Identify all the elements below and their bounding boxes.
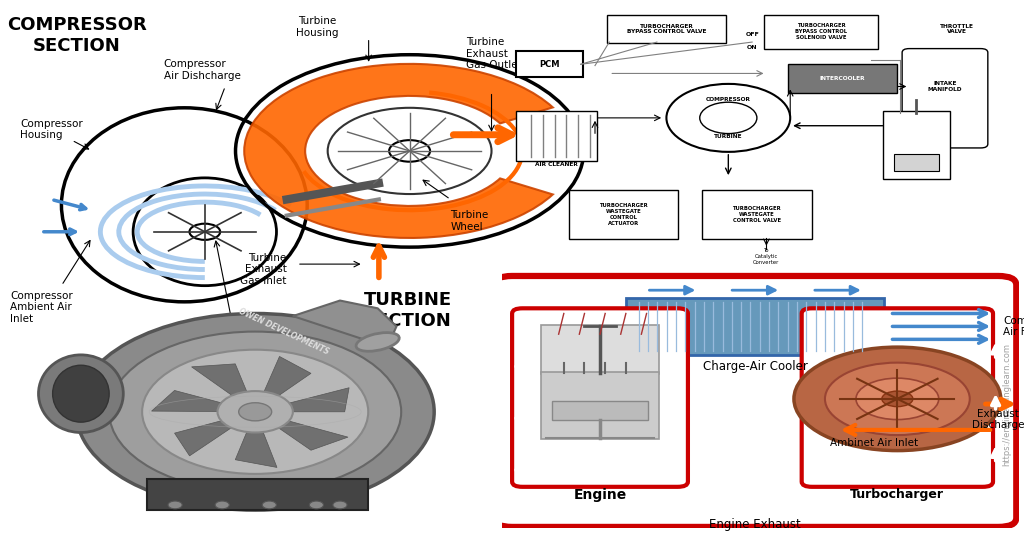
Text: To
Catalytic
Converter: To Catalytic Converter	[754, 248, 779, 265]
Ellipse shape	[52, 365, 110, 422]
Text: AIR CLEANER: AIR CLEANER	[536, 162, 579, 168]
Text: COMPRESSOR
SECTION: COMPRESSOR SECTION	[7, 16, 146, 55]
Circle shape	[168, 501, 182, 509]
Text: Compressed
Air Flow: Compressed Air Flow	[1004, 316, 1024, 337]
Text: TURBOCHARGER
WASTEGATE
CONTROL VALVE: TURBOCHARGER WASTEGATE CONTROL VALVE	[732, 206, 781, 223]
Circle shape	[794, 347, 1000, 451]
Text: INTERCOOLER: INTERCOOLER	[820, 76, 865, 81]
Polygon shape	[191, 364, 255, 412]
Polygon shape	[293, 301, 396, 347]
Text: TURBOCHARGER
WASTEGATE
CONTROL
ACTUATOR: TURBOCHARGER WASTEGATE CONTROL ACTUATOR	[599, 203, 648, 226]
FancyBboxPatch shape	[802, 308, 993, 487]
Text: TURBOCHARGER
BYPASS CONTROL
SOLENOID VALVE: TURBOCHARGER BYPASS CONTROL SOLENOID VAL…	[795, 23, 847, 40]
Circle shape	[217, 391, 293, 432]
Text: Turbocharger: Turbocharger	[850, 488, 944, 501]
Polygon shape	[174, 412, 255, 456]
Text: TURBOCHARGER
BYPASS CONTROL VALVE: TURBOCHARGER BYPASS CONTROL VALVE	[627, 24, 707, 34]
FancyBboxPatch shape	[883, 112, 949, 179]
Circle shape	[110, 331, 401, 492]
Text: Compressor
Wheel: Compressor Wheel	[205, 350, 267, 372]
Text: OWEN DEVELOPMENTS: OWEN DEVELOPMENTS	[237, 307, 330, 356]
Wedge shape	[245, 64, 553, 238]
Ellipse shape	[39, 355, 123, 432]
Circle shape	[215, 501, 229, 509]
FancyBboxPatch shape	[516, 112, 597, 161]
FancyBboxPatch shape	[541, 325, 659, 374]
Circle shape	[309, 501, 324, 509]
FancyBboxPatch shape	[516, 51, 583, 78]
FancyBboxPatch shape	[607, 15, 726, 43]
FancyBboxPatch shape	[146, 479, 369, 510]
Text: COMPRESSOR: COMPRESSOR	[706, 97, 751, 102]
Circle shape	[142, 350, 369, 474]
FancyBboxPatch shape	[512, 308, 688, 487]
FancyBboxPatch shape	[541, 372, 659, 439]
Text: Engine Exhaust: Engine Exhaust	[710, 518, 801, 531]
Polygon shape	[255, 388, 349, 412]
Circle shape	[856, 378, 939, 419]
Text: https://engineeringlearn.com: https://engineeringlearn.com	[1002, 343, 1012, 466]
Text: Ambinet Air Inlet: Ambinet Air Inlet	[830, 438, 919, 448]
Circle shape	[882, 391, 912, 406]
Text: Compressor
Air Dishcharge: Compressor Air Dishcharge	[164, 59, 241, 81]
Circle shape	[239, 403, 271, 421]
FancyBboxPatch shape	[894, 154, 939, 171]
Text: TURBINE: TURBINE	[714, 134, 742, 139]
Text: OFF: OFF	[745, 32, 759, 37]
Text: Engine: Engine	[573, 488, 627, 502]
Text: Turbine
Exhaust
Gas Outlet: Turbine Exhaust Gas Outlet	[466, 37, 521, 71]
FancyBboxPatch shape	[902, 49, 988, 148]
Polygon shape	[236, 412, 276, 467]
Text: TURBINE
SECTION: TURBINE SECTION	[364, 291, 452, 330]
Circle shape	[76, 314, 434, 510]
Text: THROTTLE
VALVE: THROTTLE VALVE	[940, 24, 974, 34]
Circle shape	[333, 501, 347, 509]
Ellipse shape	[356, 333, 399, 351]
Polygon shape	[255, 412, 348, 450]
FancyBboxPatch shape	[702, 190, 812, 239]
Text: Compressor
Ambient Air
Inlet: Compressor Ambient Air Inlet	[10, 291, 73, 324]
Text: Charge-Air Cooler: Charge-Air Cooler	[702, 360, 808, 373]
Text: INTAKE
MANIFOLD: INTAKE MANIFOLD	[928, 81, 963, 92]
Text: Turbine
Exhaust
Gas Inlet: Turbine Exhaust Gas Inlet	[241, 253, 287, 286]
Circle shape	[262, 501, 276, 509]
Text: ON: ON	[746, 45, 758, 50]
Text: PCM: PCM	[540, 60, 560, 69]
Polygon shape	[255, 356, 311, 412]
Polygon shape	[152, 390, 255, 412]
FancyBboxPatch shape	[626, 298, 885, 355]
Text: Exhaust
Discharge: Exhaust Discharge	[972, 409, 1024, 430]
Circle shape	[825, 363, 970, 435]
Text: Compressor
Housing: Compressor Housing	[20, 119, 83, 140]
FancyBboxPatch shape	[552, 401, 647, 420]
FancyBboxPatch shape	[568, 190, 678, 239]
Circle shape	[189, 224, 220, 240]
Text: Turbine
Housing: Turbine Housing	[296, 16, 339, 38]
Circle shape	[389, 140, 430, 162]
Text: Turbine
Wheel: Turbine Wheel	[451, 210, 488, 232]
FancyBboxPatch shape	[764, 15, 879, 49]
FancyBboxPatch shape	[787, 64, 897, 93]
